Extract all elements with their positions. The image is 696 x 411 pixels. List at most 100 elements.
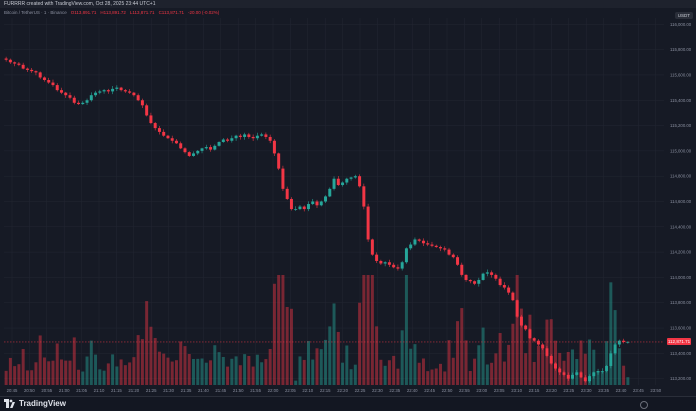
candle-body <box>72 97 76 103</box>
volume-bar <box>328 326 332 385</box>
volume-bar <box>370 275 374 385</box>
candle-body <box>353 176 357 178</box>
x-tick-label: 21:25 <box>146 388 157 393</box>
candle-body <box>613 344 617 354</box>
volume-bar <box>349 369 353 385</box>
x-tick-label: 23:35 <box>598 388 609 393</box>
candle-body <box>98 91 102 93</box>
symbol-name[interactable]: Bitcoin / TetherUS · 1 · Binance <box>4 10 67 15</box>
volume-bar <box>115 366 119 385</box>
volume-bar <box>600 371 604 385</box>
tradingview-logo-icon <box>4 399 15 408</box>
candle-body <box>204 147 208 149</box>
candle-body <box>464 274 468 280</box>
candle-body <box>149 115 153 124</box>
y-tick-label: 113,200.00 <box>670 376 692 381</box>
y-tick-label: 115,600.00 <box>670 72 692 77</box>
volume-bar <box>89 340 93 385</box>
volume-bar <box>174 360 178 385</box>
candle-body <box>162 131 166 136</box>
candle-body <box>298 206 302 210</box>
volume-bar <box>34 362 38 385</box>
tradingview-logo[interactable]: TradingView <box>4 399 66 408</box>
volume-bar <box>592 349 596 385</box>
tradingview-wordmark: TradingView <box>19 399 66 408</box>
candle-body <box>230 138 234 141</box>
volume-bar <box>51 360 55 385</box>
volume-bar <box>285 306 289 385</box>
volume-bar <box>379 359 383 385</box>
volume-bar <box>605 341 609 385</box>
candle-body <box>549 355 553 364</box>
candle-body <box>605 366 609 372</box>
x-tick-label: 23:45 <box>633 388 644 393</box>
volume-bar <box>247 355 251 385</box>
candle-body <box>268 136 272 141</box>
candle-body <box>187 152 191 156</box>
candle-body <box>473 281 477 284</box>
price-chart[interactable]: 113,200.00 113,400.00 113,600.00 113,800.00… <box>0 8 696 396</box>
x-tick-label: 22:50 <box>442 388 453 393</box>
candle-body <box>600 371 604 372</box>
volume-bar <box>481 327 485 385</box>
x-tick-label: 22:00 <box>268 388 279 393</box>
candle-body <box>38 72 42 78</box>
y-tick-label: 114,600.00 <box>670 199 692 204</box>
clock-icon[interactable] <box>640 401 648 409</box>
candle-body <box>25 68 29 70</box>
ohlc-high: H113,891.72 <box>100 10 126 15</box>
candle-body <box>30 69 34 72</box>
volume-bar <box>157 351 161 385</box>
volume-bar <box>251 366 255 385</box>
candle-body <box>77 102 81 105</box>
candle-body <box>328 188 332 197</box>
volume-bar <box>413 344 417 385</box>
x-tick-label: 22:20 <box>337 388 348 393</box>
x-tick-label: 21:35 <box>181 388 192 393</box>
candle-body <box>502 285 506 288</box>
currency-badge[interactable]: USDT <box>674 12 693 19</box>
candle-body <box>209 147 213 150</box>
candle-body <box>336 178 340 186</box>
candle-body <box>519 316 523 326</box>
candle-body <box>85 100 89 103</box>
volume-bar <box>447 340 451 385</box>
candle-body <box>192 153 195 156</box>
volume-bar <box>494 353 498 385</box>
y-tick-label: 114,800.00 <box>670 174 692 179</box>
volume-bar <box>277 275 281 385</box>
volume-bar <box>30 370 34 385</box>
caption-bar <box>0 0 696 8</box>
candle-body <box>558 368 562 373</box>
candle-body <box>226 139 230 141</box>
candle-body <box>183 148 187 153</box>
candle-body <box>64 92 68 96</box>
x-tick-label: 21:50 <box>233 388 244 393</box>
footer-bar: TradingView <box>0 396 696 411</box>
volume-bar <box>234 356 238 385</box>
volume-bar <box>477 345 481 385</box>
candle-body <box>59 90 63 93</box>
x-tick-label: 22:40 <box>407 388 418 393</box>
volume-bar <box>128 362 132 385</box>
volume-bar <box>524 353 528 385</box>
candle-body <box>468 279 472 282</box>
x-tick-label: 22:15 <box>320 388 331 393</box>
volume-bar <box>170 361 174 385</box>
candle-body <box>626 341 630 343</box>
volume-bar <box>409 348 413 385</box>
volume-bar <box>123 365 127 385</box>
ohlc-open: O113,891.71 <box>70 10 97 15</box>
volume-bar <box>566 351 570 385</box>
candle-body <box>400 262 404 269</box>
volume-bar <box>166 357 170 385</box>
x-tick-label: 20:50 <box>24 388 35 393</box>
candle-body <box>255 135 259 139</box>
x-tick-label: 23:05 <box>494 388 505 393</box>
candle-body <box>89 95 93 101</box>
x-tick-label: 21:45 <box>215 388 226 393</box>
x-tick-label: 20:45 <box>7 388 18 393</box>
candle-body <box>251 136 255 139</box>
ohlc-change: -20.00 (-0.02%) <box>188 10 220 15</box>
candle-body <box>153 123 157 129</box>
